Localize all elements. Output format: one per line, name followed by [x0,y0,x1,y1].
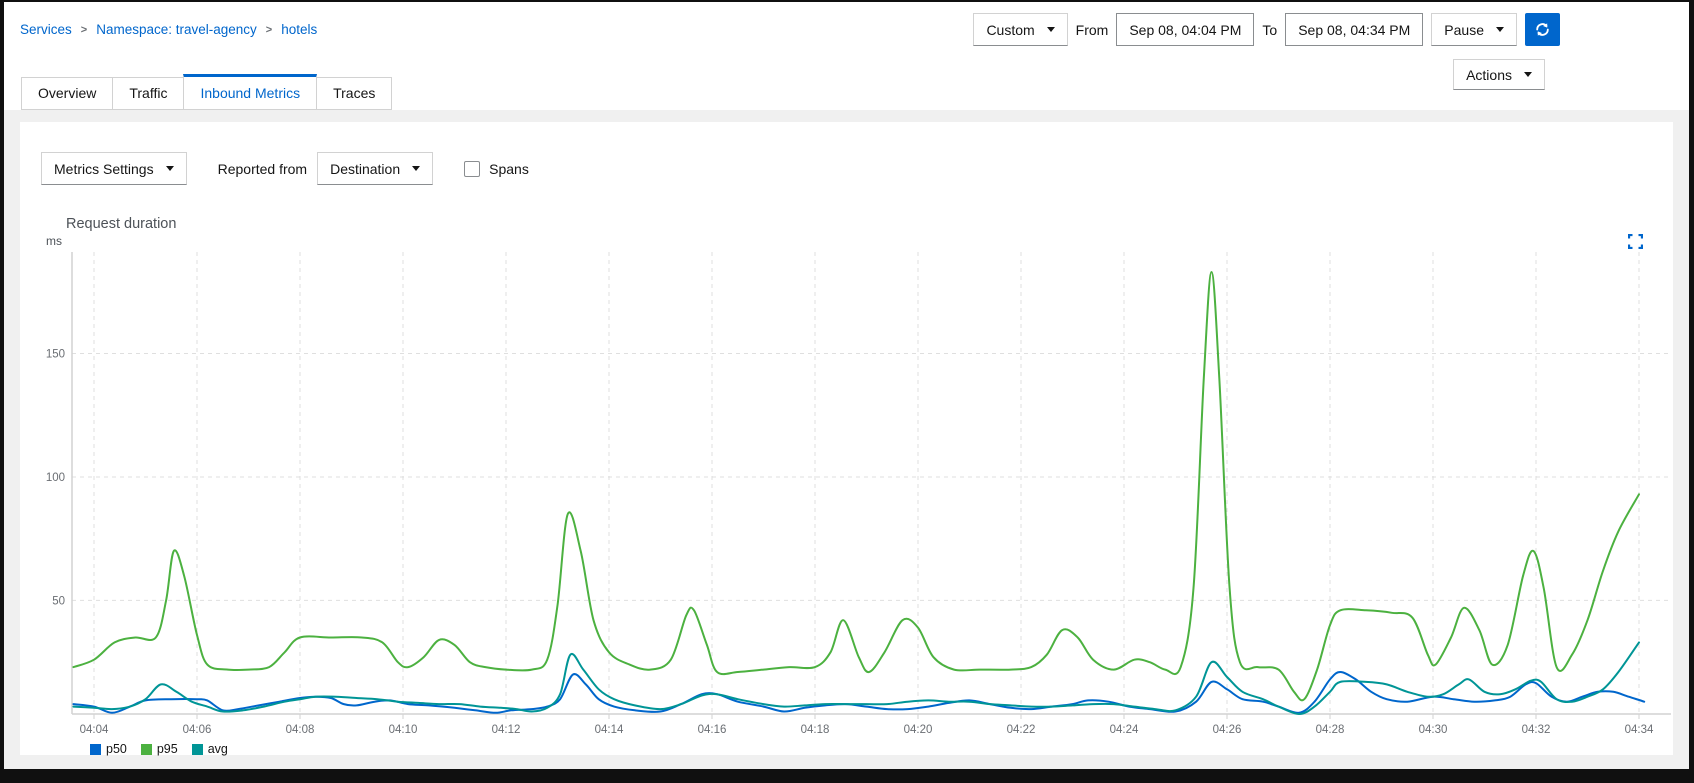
spans-checkbox[interactable] [464,160,481,177]
chevron-down-icon [412,166,421,171]
y-tick-label: 100 [46,472,65,484]
to-label: To [1262,21,1278,38]
content-area: Metrics Settings Reported from Destinati… [4,110,1689,769]
refresh-interval-dropdown[interactable]: Pause [1431,13,1517,46]
chevron-down-icon [1524,72,1532,77]
chart-title: Request duration [66,216,177,232]
legend-label-p95: p95 [156,742,178,756]
x-tick-label: 04:12 [492,724,521,736]
legend-swatch-p50 [90,743,101,755]
x-tick-label: 04:30 [1419,724,1448,736]
refresh-button[interactable] [1525,13,1560,46]
breadcrumb: Services > Namespace: travel-agency > ho… [20,22,317,37]
actions-area: Actions [1453,59,1545,90]
duration-dropdown[interactable]: Custom [973,13,1068,46]
chevron-right-icon: > [265,23,273,36]
duration-dropdown-label: Custom [986,21,1035,38]
x-tick-label: 04:10 [389,724,418,736]
tab-traces[interactable]: Traces [316,77,393,110]
expand-chart-button[interactable] [1628,234,1643,249]
legend-item-avg[interactable]: avg [191,742,228,756]
chart-legend: p50 p95 avg [90,742,228,756]
tab-traffic[interactable]: Traffic [112,77,185,110]
series-line-p95 [72,271,1640,702]
x-tick-label: 04:32 [1522,724,1551,736]
tab-overview[interactable]: Overview [21,77,114,110]
tab-inbound-metrics[interactable]: Inbound Metrics [183,74,318,110]
x-tick-label: 04:16 [698,724,727,736]
x-tick-label: 04:06 [183,724,212,736]
page-header: Services > Namespace: travel-agency > ho… [4,2,1689,90]
legend-label-avg: avg [207,742,228,756]
x-tick-label: 04:20 [904,724,933,736]
chevron-down-icon [1046,27,1055,32]
from-label: From [1075,21,1109,38]
actions-dropdown[interactable]: Actions [1453,59,1545,90]
x-tick-label: 04:18 [801,724,830,736]
chevron-right-icon: > [80,23,88,36]
chevron-down-icon [1496,27,1504,32]
breadcrumb-namespace-link[interactable]: Namespace: travel-agency [96,22,257,37]
actions-dropdown-label: Actions [1466,66,1512,83]
request-duration-chart[interactable]: 04:04 04:06 04:08 04:10 04:12 04:14 04:16 04:18… [20,238,1673,738]
sync-icon [1534,21,1551,38]
chevron-down-icon [165,166,174,171]
breadcrumb-services-link[interactable]: Services [20,22,72,37]
metrics-card: Metrics Settings Reported from Destinati… [20,122,1673,756]
to-datetime-input[interactable]: Sep 08, 04:34 PM [1285,13,1424,46]
metrics-settings-dropdown[interactable]: Metrics Settings [41,152,187,185]
x-tick-label: 04:04 [80,724,109,736]
x-tick-label: 04:26 [1213,724,1242,736]
spans-label: Spans [489,160,529,177]
legend-label-p50: p50 [106,742,127,756]
y-tick-label: 50 [52,595,65,607]
legend-item-p50[interactable]: p50 [90,742,127,756]
series-line-p50 [72,671,1646,714]
metrics-toolbar: Metrics Settings Reported from Destinati… [41,152,529,185]
metrics-settings-label: Metrics Settings [54,160,154,177]
reported-from-label: Reported from [217,160,308,177]
legend-swatch-p95 [140,743,152,755]
series-line-avg [72,641,1640,715]
time-range-toolbar: Custom From Sep 08, 04:04 PM To Sep 08, … [973,13,1560,46]
kiali-window: Services > Namespace: travel-agency > ho… [4,2,1689,769]
y-tick-label: 150 [46,349,65,361]
reported-from-dropdown[interactable]: Destination [317,152,434,185]
x-tick-label: 04:08 [286,724,315,736]
legend-swatch-avg [191,743,203,755]
from-datetime-input[interactable]: Sep 08, 04:04 PM [1116,13,1255,46]
x-tick-label: 04:24 [1110,724,1139,736]
chart-y-unit: ms [46,234,62,248]
legend-item-p95[interactable]: p95 [140,742,178,756]
service-tabs: Overview Traffic Inbound Metrics Traces [4,74,1689,110]
x-tick-label: 04:22 [1007,724,1036,736]
breadcrumb-service-link[interactable]: hotels [281,22,318,37]
x-tick-label: 04:14 [595,724,624,736]
x-tick-label: 04:34 [1625,724,1654,736]
spans-option: Spans [464,160,529,177]
x-tick-label: 04:28 [1316,724,1345,736]
refresh-interval-label: Pause [1444,21,1484,38]
expand-icon [1628,234,1643,249]
reported-from-value: Destination [330,160,401,177]
